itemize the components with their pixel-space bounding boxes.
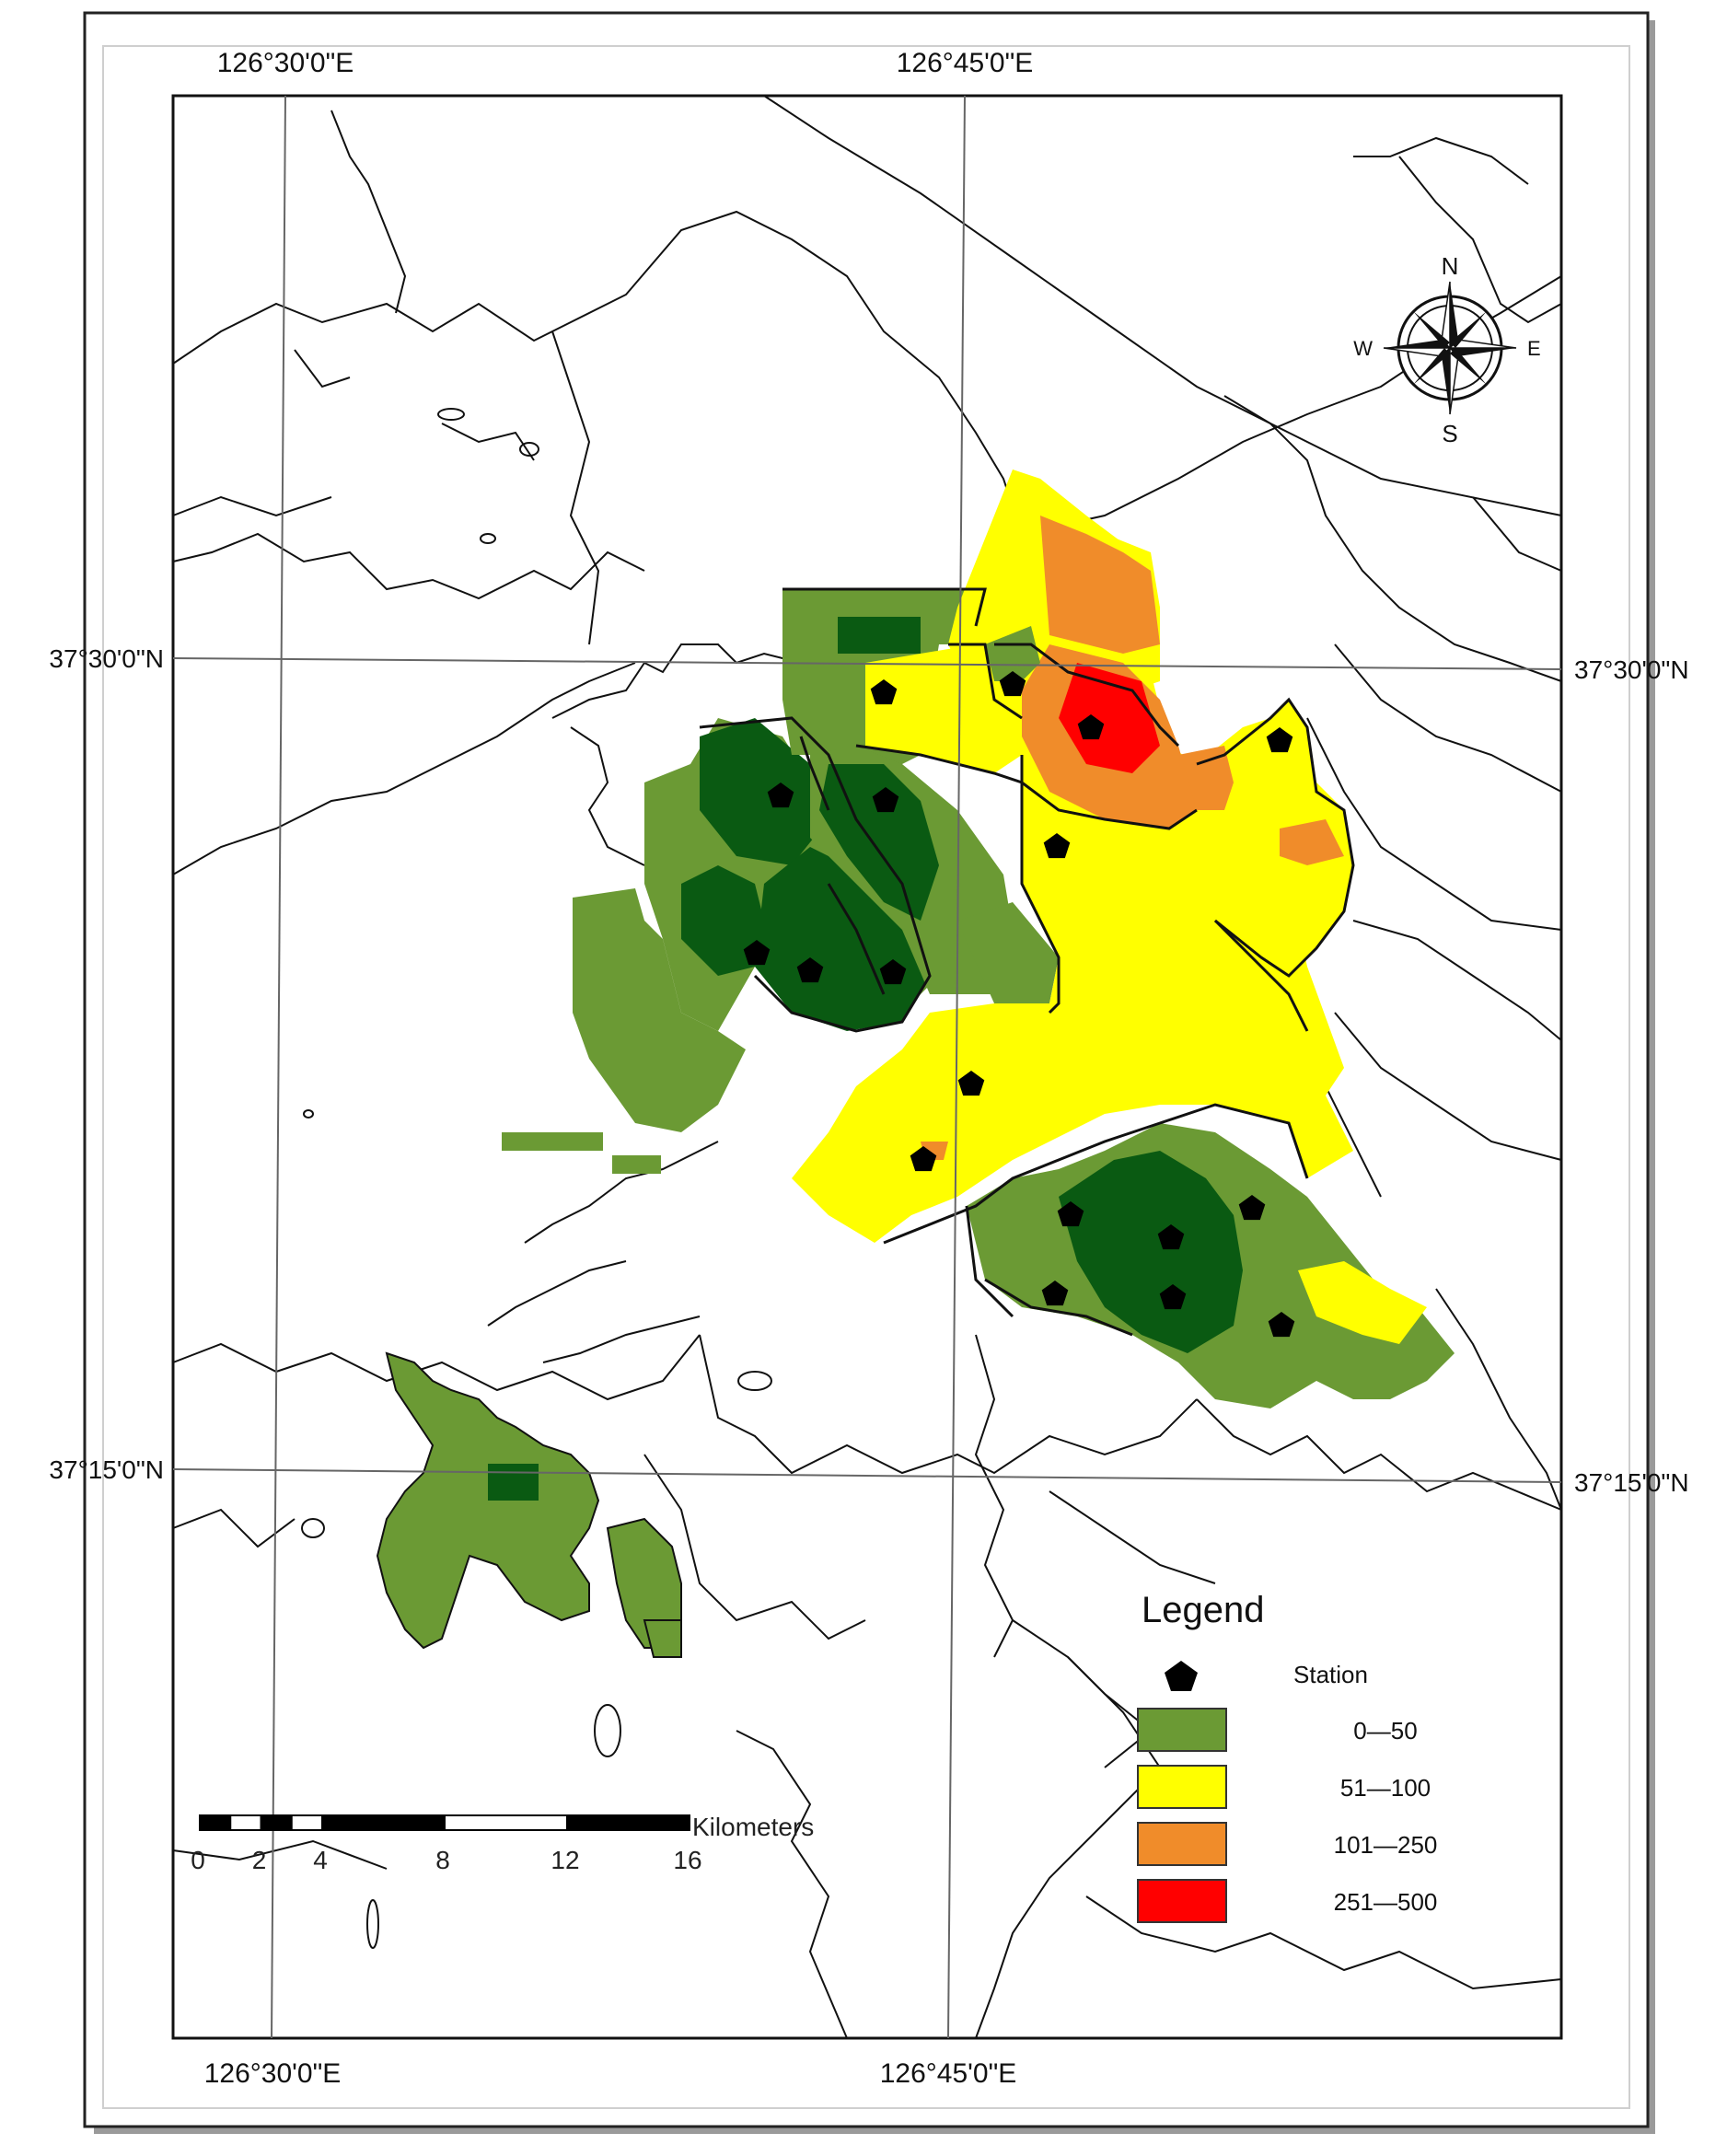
left-label-1: 37°30'0"N (49, 644, 164, 673)
scale-segment (290, 1814, 323, 1831)
station-marker (872, 787, 899, 813)
station-marker (1268, 1312, 1295, 1338)
scale-segment (321, 1814, 446, 1831)
scale-tick-label: 16 (673, 1846, 701, 1874)
right-label-2: 37°15'0"N (1574, 1468, 1689, 1497)
bottom-label-2: 126°45'0"E (880, 2058, 1017, 2089)
station-marker (743, 940, 771, 966)
legend: Legend Station 0—50 51—100 101—250 251—500 (1137, 1590, 1438, 1923)
station-marker (1077, 714, 1105, 740)
legend-station-label: Station (1293, 1661, 1368, 1688)
legend-title: Legend (1142, 1590, 1264, 1630)
scale-segment (199, 1814, 232, 1831)
legend-swatch (1137, 1822, 1227, 1866)
legend-swatch (1137, 1765, 1227, 1809)
station-marker (999, 671, 1026, 697)
station-marker (767, 782, 794, 808)
coastline (487, 643, 820, 1363)
station-marker (1157, 1224, 1185, 1250)
station-marker (1238, 1195, 1266, 1221)
scale-tick-label: 2 (252, 1846, 267, 1874)
scale-tick-label: 8 (435, 1846, 450, 1874)
compass-s: S (1442, 420, 1457, 447)
district-boundaries (699, 587, 1355, 1337)
station-marker (796, 957, 824, 983)
left-label-2: 37°15'0"N (49, 1455, 164, 1484)
map-area (171, 94, 1563, 2040)
station-marker (910, 1146, 937, 1172)
stations (743, 671, 1295, 1338)
compass-w: W (1353, 337, 1373, 360)
station-marker (1159, 1284, 1187, 1310)
station-marker (1057, 1201, 1084, 1227)
station-marker (1041, 1281, 1069, 1306)
legend-swatch (1137, 1708, 1227, 1752)
scale-bar: Kilometers 0 2 4 8 12 16 (191, 1813, 814, 1874)
compass-rose-icon: N S E W (1353, 252, 1540, 447)
scale-segment (444, 1814, 568, 1831)
right-label-1: 37°30'0"N (1574, 655, 1689, 684)
legend-swatch (1137, 1879, 1227, 1923)
inner-border (102, 45, 1630, 2109)
scale-segment (566, 1814, 690, 1831)
pentagon-icon (1165, 1661, 1198, 1691)
legend-class-label: 101—250 (1334, 1831, 1438, 1859)
bottom-label-1: 126°30'0"E (204, 2058, 342, 2089)
station-marker (1043, 833, 1071, 859)
legend-classes: 0—50 51—100 101—250 251—500 (1137, 1708, 1438, 1923)
station-marker (870, 679, 898, 705)
legend-class-label: 0—50 (1353, 1717, 1417, 1745)
scale-tick-label: 12 (551, 1846, 579, 1874)
scale-segment (229, 1814, 262, 1831)
station-marker (879, 959, 907, 985)
scale-tick-label: 4 (313, 1846, 328, 1874)
islands (301, 408, 772, 1949)
scale-tick-label: 0 (191, 1846, 205, 1874)
legend-class-label: 251—500 (1334, 1888, 1438, 1916)
compass-n: N (1442, 252, 1459, 280)
study-area (376, 469, 1455, 1658)
top-label-1: 126°30'0"E (217, 48, 354, 78)
scale-segment (260, 1814, 293, 1831)
scale-unit: Kilometers (692, 1813, 814, 1841)
legend-class-label: 51—100 (1340, 1774, 1431, 1802)
graticule-lines (172, 95, 1562, 2039)
compass-e: E (1527, 337, 1541, 360)
station-marker (957, 1071, 985, 1096)
station-marker (1266, 727, 1293, 753)
top-label-2: 126°45'0"E (897, 48, 1034, 78)
